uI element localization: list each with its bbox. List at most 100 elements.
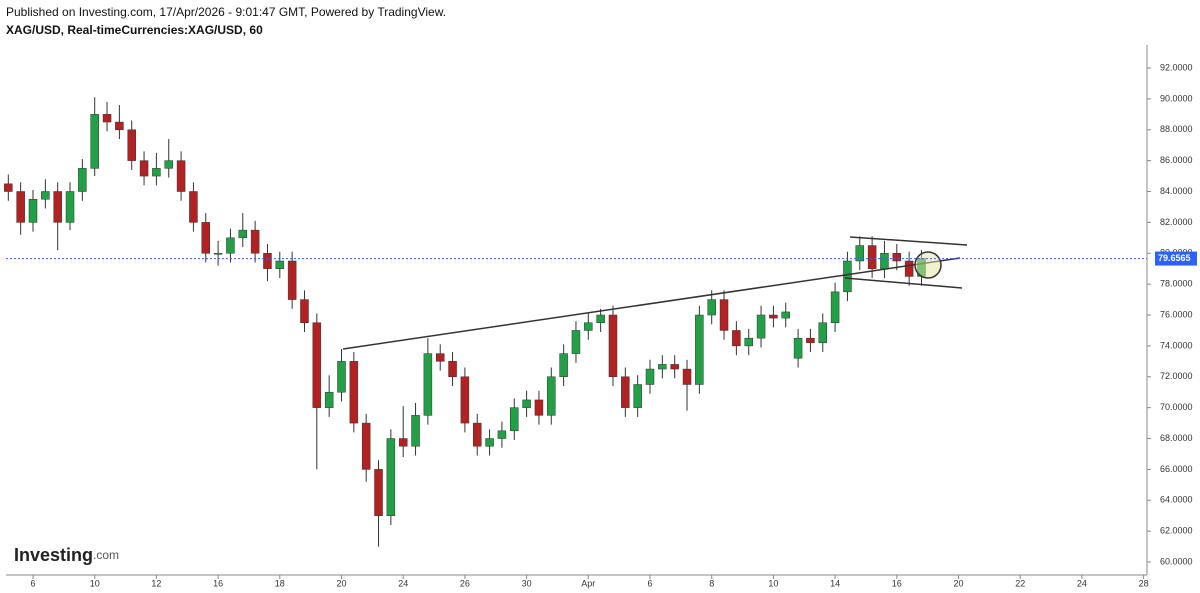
y-tick-label: 74.0000	[1160, 340, 1193, 350]
channel-top	[849, 236, 968, 246]
y-tick-label: 70.0000	[1160, 402, 1193, 412]
candle-body	[189, 191, 198, 223]
candle-body	[781, 311, 790, 319]
candle-body	[793, 337, 803, 359]
candle-body	[361, 422, 371, 470]
y-tick-label: 64.0000	[1160, 495, 1193, 505]
candle-body	[472, 422, 482, 447]
candle-body	[658, 364, 667, 370]
x-tick-label: 18	[275, 578, 285, 588]
last-price-label: 79.6565	[1158, 253, 1191, 263]
candle-body	[571, 330, 581, 354]
x-tick-label: 22	[1015, 578, 1025, 588]
candle-body	[16, 191, 25, 223]
candle-body	[695, 314, 704, 385]
y-tick-label: 60.0000	[1160, 556, 1193, 566]
candle-body	[386, 438, 396, 516]
candle-body	[90, 114, 99, 169]
x-tick-label: 10	[768, 578, 778, 588]
y-tick-label: 68.0000	[1160, 433, 1193, 443]
published-note: Published on Investing.com, 17/Apr/2026 …	[6, 5, 446, 19]
candle-body	[867, 245, 877, 269]
candle-body	[337, 361, 346, 393]
x-tick-label: 14	[830, 578, 840, 588]
candle-body	[115, 121, 124, 131]
x-tick-label: 28	[1139, 578, 1149, 588]
candle-body	[682, 368, 692, 385]
candle-body	[139, 160, 149, 177]
x-tick-label: 20	[953, 578, 963, 588]
candle-body	[300, 299, 309, 323]
candle-body	[312, 322, 322, 408]
trend-line	[342, 257, 961, 350]
candle-body	[164, 160, 173, 169]
candle-body	[621, 376, 630, 408]
x-tick-label: 24	[1077, 578, 1087, 588]
candle-body	[127, 129, 136, 161]
logo-suffix: .com	[93, 548, 119, 562]
candle-body	[670, 364, 679, 370]
candle-body	[707, 299, 716, 316]
candle-body	[448, 361, 457, 378]
candle-body	[769, 314, 778, 319]
candle-body	[843, 260, 852, 293]
candle-body	[53, 191, 62, 223]
candle-body	[547, 376, 556, 416]
x-tick-label: 6	[30, 578, 35, 588]
candle-body	[855, 245, 865, 262]
candle-body	[275, 260, 285, 269]
candle-body	[460, 376, 470, 424]
symbol-title: XAG/USD, Real-timeCurrencies:XAG/USD, 60	[6, 23, 263, 37]
y-tick-label: 90.0000	[1160, 93, 1193, 103]
y-tick-label: 62.0000	[1160, 526, 1193, 536]
y-tick-label: 76.0000	[1160, 309, 1193, 319]
candle-body	[744, 337, 753, 347]
candle-body	[584, 322, 593, 331]
candle-body	[102, 114, 112, 123]
candle-body	[176, 160, 186, 192]
candle-body	[78, 168, 87, 192]
y-tick-label: 66.0000	[1160, 464, 1193, 474]
x-tick-label: 26	[460, 578, 470, 588]
y-tick-label: 92.0000	[1160, 62, 1193, 72]
highlight-circle	[914, 251, 942, 279]
candle-body	[806, 337, 815, 344]
y-tick-label: 82.0000	[1160, 217, 1193, 227]
candle-body	[830, 291, 840, 323]
candle-body	[534, 399, 544, 416]
candle-body	[398, 438, 408, 447]
x-tick-label: 8	[709, 578, 714, 588]
candle-body	[559, 353, 568, 378]
candle-body	[435, 353, 445, 362]
candle-body	[324, 391, 334, 408]
candle-body	[226, 237, 235, 254]
x-tick-label: 16	[892, 578, 902, 588]
candle-body	[4, 183, 13, 192]
candle-body	[633, 384, 642, 408]
x-tick-label: 30	[522, 578, 532, 588]
candle-body	[880, 253, 889, 269]
candle-body	[423, 353, 433, 416]
candle-body	[608, 314, 618, 378]
candle-body	[522, 399, 531, 408]
candle-body	[818, 322, 828, 344]
candle-body	[485, 438, 494, 447]
candle-body	[152, 168, 161, 177]
x-tick-label: 12	[151, 578, 161, 588]
candle-body	[287, 260, 297, 300]
y-tick-label: 78.0000	[1160, 279, 1193, 289]
candle-body	[41, 191, 50, 200]
candle-body	[596, 314, 605, 323]
y-tick-label: 88.0000	[1160, 124, 1193, 134]
candle-body	[65, 191, 75, 223]
candle-body	[719, 299, 729, 331]
last-price-box	[1155, 251, 1197, 266]
candle-body	[645, 368, 655, 385]
candle-body	[497, 430, 507, 439]
candle-body	[263, 253, 272, 269]
x-tick-label: Apr	[581, 578, 595, 588]
y-tick-label: 84.0000	[1160, 186, 1193, 196]
candle-body	[510, 407, 519, 432]
